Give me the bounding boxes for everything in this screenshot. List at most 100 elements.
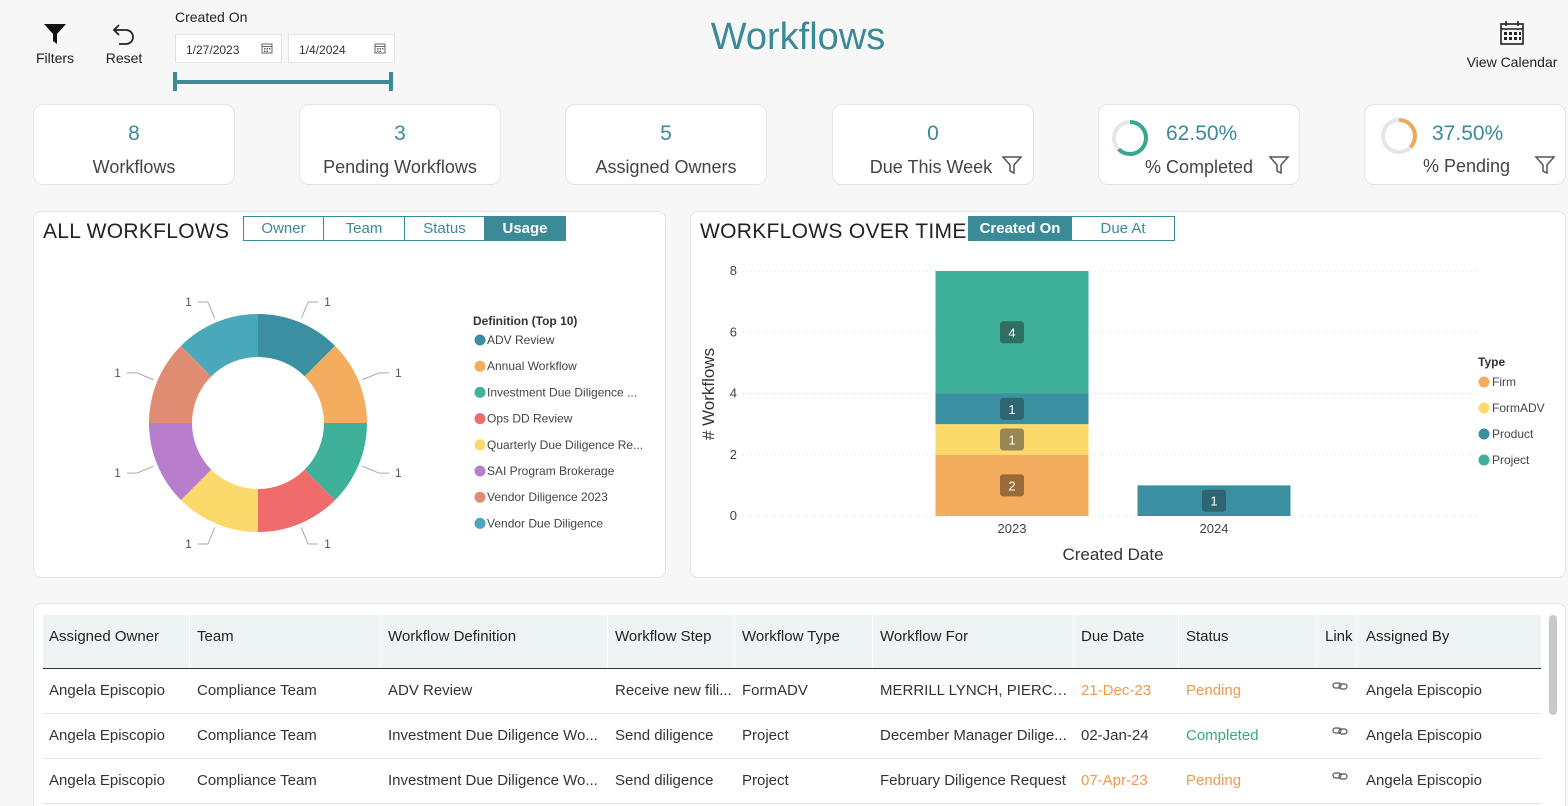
workflows-over-time-tabs: Created On Due At	[968, 216, 1175, 241]
kpi-due-this-week: 0 Due This Week	[832, 104, 1034, 185]
tab-usage[interactable]: Usage	[485, 217, 565, 240]
tab-team[interactable]: Team	[324, 217, 405, 240]
kpi-label: Assigned Owners	[595, 157, 737, 177]
donut-data-label: 1	[114, 466, 121, 480]
tab-created-on[interactable]: Created On	[969, 217, 1072, 240]
col-link[interactable]: Link	[1325, 628, 1353, 645]
donut-data-label: 1	[185, 537, 192, 551]
col-team[interactable]: Team	[197, 628, 234, 645]
donut-data-label: 1	[324, 295, 331, 309]
donut-data-label: 1	[114, 366, 121, 380]
col-assigned-by[interactable]: Assigned By	[1366, 628, 1450, 645]
workflows-over-time-panel: WORKFLOWS OVER TIME Created On Due At 0 2…	[690, 211, 1566, 578]
created-on-label: Created On	[175, 9, 248, 25]
slider-handle-end[interactable]	[389, 72, 393, 91]
donut-slice[interactable]	[180, 469, 258, 532]
kpi-pending-workflows: 3 Pending Workflows	[299, 104, 501, 185]
legend-item[interactable]: ADV Review	[487, 333, 555, 347]
cell-team: Compliance Team	[197, 772, 317, 789]
data-label-badge	[1000, 428, 1024, 451]
panel-title: ALL WORKFLOWS	[43, 220, 230, 243]
stacked-bar-chart: 0 2 4 6 8 2 1 1 4 2023 1 2024 Created Date # Workflow…	[699, 263, 1545, 564]
donut-slice[interactable]	[258, 314, 336, 377]
y-tick-label: 6	[730, 324, 737, 339]
donut-slice[interactable]	[258, 469, 336, 532]
kpi-label: Workflows	[92, 157, 176, 177]
legend-item[interactable]: Vendor Due Diligence	[487, 516, 603, 530]
legend-swatch	[474, 439, 486, 451]
legend-item[interactable]: SAI Program Brokerage	[487, 464, 615, 478]
calendar-icon	[1500, 21, 1524, 45]
donut-slice[interactable]	[304, 423, 367, 501]
legend-swatch	[474, 465, 486, 477]
link-icon[interactable]	[1331, 669, 1353, 714]
completed-ring	[1112, 120, 1148, 156]
donut-slice[interactable]	[304, 345, 367, 423]
data-label-badge	[1000, 474, 1024, 497]
table-header: Assigned Owner Team Workflow Definition …	[43, 615, 1541, 669]
donut-slice[interactable]	[149, 423, 212, 501]
y-axis-label: # Workflows	[699, 348, 718, 440]
reset-label: Reset	[105, 50, 143, 66]
filter-outline-icon[interactable]	[1268, 154, 1290, 176]
col-workflow-step[interactable]: Workflow Step	[615, 628, 712, 645]
link-icon[interactable]	[1331, 714, 1353, 759]
view-calendar-button[interactable]: View Calendar	[1458, 20, 1566, 70]
donut-slice[interactable]	[180, 314, 258, 377]
cell-team: Compliance Team	[197, 727, 317, 744]
kpi-value: 3	[394, 122, 406, 145]
filter-outline-icon[interactable]	[1001, 154, 1023, 176]
col-status[interactable]: Status	[1186, 628, 1229, 645]
table-row[interactable]: Angela Episcopio Compliance Team ADV Rev…	[43, 669, 1541, 714]
legend-item[interactable]: Project	[1492, 453, 1530, 467]
tab-due-at[interactable]: Due At	[1072, 217, 1174, 240]
tab-owner[interactable]: Owner	[244, 217, 324, 240]
table-scrollbar[interactable]	[1549, 615, 1557, 715]
col-workflow-for[interactable]: Workflow For	[880, 628, 969, 645]
col-workflow-definition[interactable]: Workflow Definition	[388, 628, 517, 645]
legend-item[interactable]: Ops DD Review	[487, 412, 573, 426]
tab-status[interactable]: Status	[405, 217, 485, 240]
y-tick-label: 4	[730, 386, 737, 401]
bar-data-label: 1	[1210, 494, 1217, 509]
col-due-date[interactable]: Due Date	[1081, 628, 1145, 645]
legend-item[interactable]: Investment Due Diligence ...	[487, 385, 637, 399]
date-to-field[interactable]: 1/4/2024	[288, 34, 395, 63]
legend-swatch	[474, 360, 486, 372]
legend-title: Type	[1478, 355, 1505, 369]
cell-owner: Angela Episcopio	[49, 727, 165, 744]
col-assigned-owner[interactable]: Assigned Owner	[49, 628, 160, 645]
legend-title: Definition (Top 10)	[473, 314, 577, 328]
legend-item[interactable]: Product	[1492, 427, 1534, 441]
table-row[interactable]: Angela Episcopio Compliance Team Investm…	[43, 714, 1541, 759]
slider-handle-start[interactable]	[173, 72, 177, 91]
link-icon[interactable]	[1331, 759, 1353, 804]
legend-item[interactable]: Quarterly Due Diligence Re...	[487, 438, 643, 452]
cell-status: Pending	[1186, 772, 1242, 789]
legend-item[interactable]: Firm	[1492, 375, 1516, 389]
legend-item[interactable]: Annual Workflow	[487, 359, 577, 373]
donut-leader-line	[197, 527, 216, 545]
donut-slice[interactable]	[149, 345, 212, 423]
calendar-icon[interactable]	[261, 42, 273, 54]
bar-data-label: 1	[1008, 432, 1015, 447]
kpi-label: Pending Workflows	[323, 157, 477, 177]
calendar-icon[interactable]	[374, 42, 386, 54]
donut-leader-line	[126, 372, 154, 381]
kpi-value: 0	[927, 122, 939, 145]
filter-outline-icon[interactable]	[1534, 154, 1556, 176]
legend-item[interactable]: Vendor Diligence 2023	[487, 490, 608, 504]
legend-swatch	[474, 491, 486, 503]
kpi-assigned-owners: 5 Assigned Owners	[565, 104, 767, 185]
cell-step: Receive new fili...	[615, 682, 732, 699]
table-row[interactable]: Angela Episcopio Compliance Team Investm…	[43, 759, 1541, 804]
filters-button[interactable]: Filters	[34, 22, 76, 66]
date-from-field[interactable]: 1/27/2023	[175, 34, 282, 63]
legend-item[interactable]: FormADV	[1492, 401, 1545, 415]
kpi-value: 62.50%	[1166, 122, 1238, 145]
col-workflow-type[interactable]: Workflow Type	[742, 628, 840, 645]
donut-leader-line	[300, 301, 319, 319]
date-to-value: 1/4/2024	[299, 43, 346, 57]
reset-button[interactable]: Reset	[103, 22, 145, 66]
date-range-slider[interactable]	[173, 72, 393, 92]
